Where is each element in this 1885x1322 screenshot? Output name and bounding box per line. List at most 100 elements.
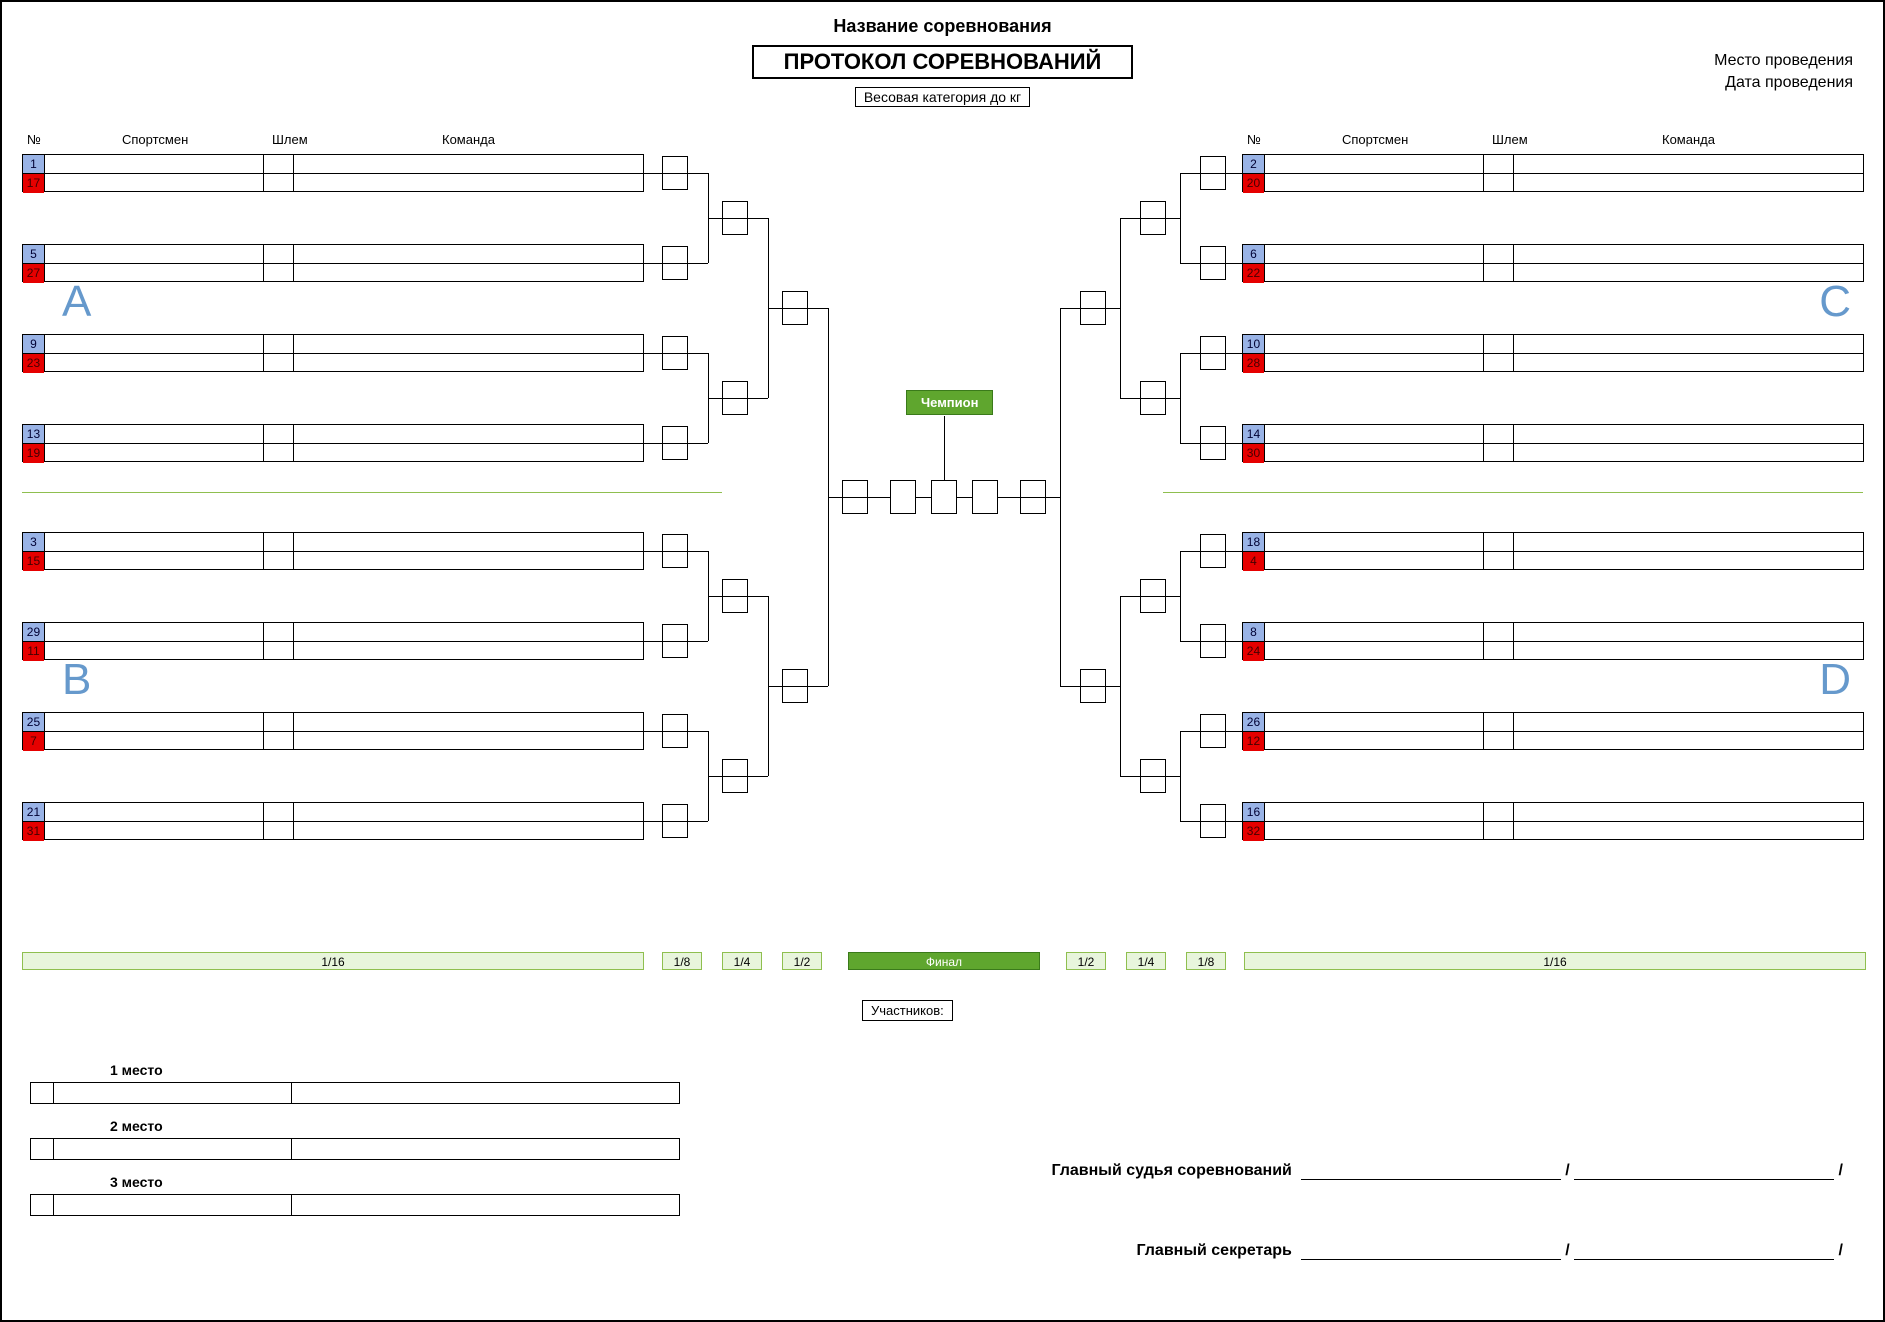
match-box xyxy=(890,480,916,514)
place-1-box xyxy=(30,1082,680,1104)
col-team-left: Команда xyxy=(442,132,495,147)
connector xyxy=(868,497,890,498)
connector xyxy=(1226,641,1242,642)
match-box xyxy=(782,291,808,325)
connector xyxy=(1046,497,1060,498)
athlete-row: 220 xyxy=(1242,154,1864,192)
stage-1-8-right: 1/8 xyxy=(1186,952,1226,970)
stage-1-16-left: 1/16 xyxy=(22,952,644,970)
match-box xyxy=(1140,381,1166,415)
stage-1-16-right: 1/16 xyxy=(1244,952,1866,970)
match-box xyxy=(1080,291,1106,325)
group-A: A xyxy=(62,277,91,327)
connector xyxy=(688,173,708,174)
connector xyxy=(1106,686,1120,687)
connector xyxy=(1180,353,1200,354)
match-box xyxy=(662,426,688,460)
weight-category: Весовая категория до кг xyxy=(855,87,1030,107)
athlete-row: 824 xyxy=(1242,622,1864,660)
match-box xyxy=(931,480,957,514)
separator-right xyxy=(1163,492,1863,493)
connector xyxy=(1180,173,1200,174)
connector xyxy=(644,821,662,822)
match-box xyxy=(1200,246,1226,280)
athlete-row: 1632 xyxy=(1242,802,1864,840)
col-num-right: № xyxy=(1247,132,1261,147)
match-box xyxy=(1200,336,1226,370)
bracket: 1/16 1/8 1/4 1/2 Финал 1/2 1/4 1/8 1/16 … xyxy=(22,132,1863,972)
match-box xyxy=(1140,579,1166,613)
connector xyxy=(688,731,708,732)
connector xyxy=(768,308,782,309)
connector xyxy=(688,551,708,552)
connector xyxy=(644,551,662,552)
connector xyxy=(1060,308,1061,686)
group-C: C xyxy=(1819,277,1851,327)
match-box xyxy=(842,480,868,514)
connector xyxy=(1120,596,1121,776)
separator-left xyxy=(22,492,722,493)
connector xyxy=(688,821,708,822)
connector xyxy=(916,497,931,498)
connector xyxy=(708,776,722,777)
connector xyxy=(688,443,708,444)
connector xyxy=(1180,353,1181,443)
col-helmet-left: Шлем xyxy=(272,132,308,147)
match-box xyxy=(662,534,688,568)
connector xyxy=(1226,353,1242,354)
connector xyxy=(1120,218,1121,398)
match-box xyxy=(722,381,748,415)
col-num-left: № xyxy=(27,132,41,147)
connector xyxy=(1120,776,1140,777)
match-box xyxy=(662,246,688,280)
connector xyxy=(1226,821,1242,822)
connector xyxy=(748,596,768,597)
connector xyxy=(688,641,708,642)
place-2-box xyxy=(30,1138,680,1160)
match-box xyxy=(662,336,688,370)
connector xyxy=(1180,263,1200,264)
match-box xyxy=(722,759,748,793)
connector xyxy=(644,641,662,642)
match-box xyxy=(1200,714,1226,748)
venue: Место проведения Дата проведения xyxy=(1714,50,1853,95)
connector xyxy=(1226,731,1242,732)
athlete-row: 2131 xyxy=(22,802,644,840)
athlete-row: 184 xyxy=(1242,532,1864,570)
connector xyxy=(708,398,722,399)
connector xyxy=(644,263,662,264)
connector xyxy=(688,353,708,354)
header: Название соревнования ПРОТОКОЛ СОРЕВНОВА… xyxy=(22,16,1863,107)
col-team-right: Команда xyxy=(1662,132,1715,147)
connector xyxy=(1180,551,1181,641)
connector xyxy=(748,218,768,219)
match-box xyxy=(782,669,808,703)
stage-bar: 1/16 1/8 1/4 1/2 Финал 1/2 1/4 1/8 1/16 xyxy=(22,952,1863,972)
match-box xyxy=(1200,156,1226,190)
group-B: B xyxy=(62,655,91,705)
connector xyxy=(1180,821,1200,822)
match-box xyxy=(1200,426,1226,460)
athlete-row: 315 xyxy=(22,532,644,570)
connector xyxy=(1120,218,1140,219)
connector xyxy=(1166,398,1180,399)
match-box xyxy=(722,579,748,613)
connector xyxy=(708,218,722,219)
connector xyxy=(808,308,828,309)
connector xyxy=(768,686,782,687)
connector xyxy=(1166,776,1180,777)
connector xyxy=(688,263,708,264)
connector xyxy=(998,497,1020,498)
match-box xyxy=(662,804,688,838)
connector xyxy=(1180,551,1200,552)
chief-judge-label: Главный судья соревнований xyxy=(1051,1162,1291,1179)
match-box xyxy=(1080,669,1106,703)
connector xyxy=(828,497,842,498)
athlete-row: 1430 xyxy=(1242,424,1864,462)
connector xyxy=(1166,596,1180,597)
connector xyxy=(1180,443,1200,444)
connector xyxy=(1226,443,1242,444)
athlete-row: 257 xyxy=(22,712,644,750)
stage-1-4-right: 1/4 xyxy=(1126,952,1166,970)
connector xyxy=(1226,551,1242,552)
